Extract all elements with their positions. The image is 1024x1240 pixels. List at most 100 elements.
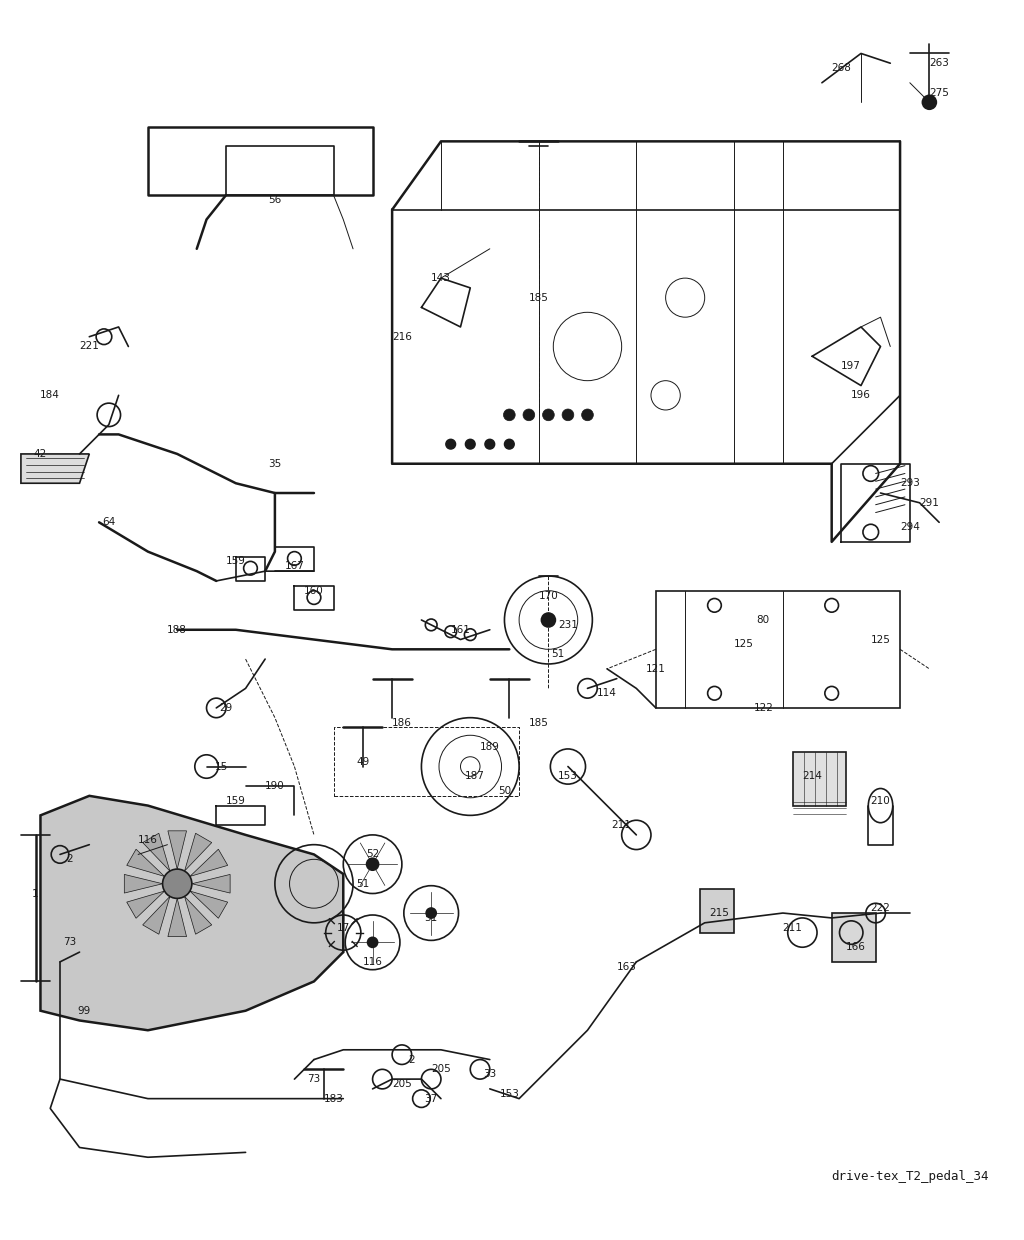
Text: 216: 216 [392, 332, 412, 342]
Text: 189: 189 [480, 742, 500, 751]
Text: 221: 221 [80, 341, 99, 351]
Polygon shape [20, 454, 89, 484]
Text: 37: 37 [425, 1094, 438, 1104]
Text: 214: 214 [802, 771, 822, 781]
Polygon shape [184, 897, 212, 934]
Text: 52: 52 [366, 849, 379, 859]
Polygon shape [124, 874, 163, 893]
Text: 183: 183 [324, 1094, 343, 1104]
Text: 186: 186 [392, 718, 412, 728]
Text: 99: 99 [78, 1006, 91, 1016]
Text: 51: 51 [425, 913, 438, 923]
Circle shape [523, 409, 535, 420]
Circle shape [366, 857, 380, 870]
Text: 56: 56 [268, 195, 282, 205]
Polygon shape [191, 874, 230, 893]
Text: 190: 190 [265, 781, 285, 791]
Bar [699, 889, 734, 932]
Text: 49: 49 [356, 756, 370, 766]
Text: 159: 159 [226, 557, 246, 567]
Text: 121: 121 [646, 663, 666, 673]
Text: 211: 211 [782, 923, 803, 932]
Circle shape [562, 409, 573, 420]
Text: 73: 73 [63, 937, 77, 947]
Polygon shape [41, 796, 343, 1030]
Text: 73: 73 [307, 1074, 321, 1084]
Text: 17: 17 [337, 923, 350, 932]
Text: 197: 197 [842, 361, 861, 371]
Circle shape [541, 613, 556, 627]
Text: 163: 163 [616, 962, 637, 972]
Text: drive-tex_T2_pedal_34: drive-tex_T2_pedal_34 [831, 1171, 989, 1183]
Text: 125: 125 [870, 635, 891, 645]
Text: 294: 294 [900, 522, 920, 532]
Text: 51: 51 [552, 650, 565, 660]
Text: 205: 205 [431, 1064, 451, 1074]
Circle shape [922, 94, 937, 110]
Text: 2: 2 [409, 1054, 415, 1065]
Polygon shape [168, 831, 186, 869]
Text: 64: 64 [102, 517, 116, 527]
Circle shape [505, 439, 514, 449]
Text: 185: 185 [528, 718, 549, 728]
Text: 205: 205 [392, 1079, 412, 1089]
Text: 291: 291 [920, 497, 939, 508]
Bar [831, 913, 876, 962]
Text: 161: 161 [451, 625, 470, 635]
Text: 170: 170 [539, 590, 558, 600]
Polygon shape [127, 849, 165, 877]
Circle shape [543, 409, 554, 420]
Text: 160: 160 [304, 585, 324, 595]
Polygon shape [184, 833, 212, 870]
Text: 263: 263 [929, 58, 949, 68]
Bar [793, 751, 847, 806]
Circle shape [485, 439, 495, 449]
Text: 143: 143 [431, 273, 451, 283]
Text: 268: 268 [831, 63, 851, 73]
Text: 51: 51 [356, 879, 370, 889]
Text: 222: 222 [870, 903, 891, 913]
Polygon shape [127, 892, 165, 919]
Polygon shape [142, 833, 170, 870]
Text: 15: 15 [215, 761, 227, 771]
Text: 184: 184 [40, 391, 60, 401]
Circle shape [582, 409, 593, 420]
Text: 80: 80 [757, 615, 770, 625]
Text: 196: 196 [851, 391, 871, 401]
Text: 210: 210 [870, 796, 891, 806]
Text: 293: 293 [900, 479, 920, 489]
Text: 153: 153 [558, 771, 578, 781]
Text: 1: 1 [33, 889, 39, 899]
Text: 50: 50 [498, 786, 511, 796]
Text: 114: 114 [597, 688, 616, 698]
Text: 125: 125 [734, 640, 754, 650]
Text: 167: 167 [285, 562, 304, 572]
Circle shape [445, 439, 456, 449]
Circle shape [504, 409, 515, 420]
Circle shape [367, 936, 379, 949]
Text: 159: 159 [226, 796, 246, 806]
Text: 187: 187 [465, 771, 485, 781]
Text: 42: 42 [34, 449, 47, 459]
Text: 153: 153 [500, 1089, 519, 1099]
Polygon shape [168, 899, 186, 936]
Text: 275: 275 [929, 88, 949, 98]
Circle shape [425, 908, 437, 919]
Text: 215: 215 [710, 908, 729, 918]
Text: 116: 116 [362, 957, 383, 967]
Text: 188: 188 [167, 625, 187, 635]
Text: 2: 2 [67, 854, 73, 864]
Text: 185: 185 [528, 293, 549, 303]
Circle shape [465, 439, 475, 449]
Text: 116: 116 [138, 835, 158, 844]
Text: 231: 231 [558, 620, 578, 630]
Polygon shape [189, 849, 227, 877]
Circle shape [163, 869, 191, 899]
Text: 211: 211 [611, 820, 632, 830]
Text: 33: 33 [483, 1069, 497, 1079]
Text: 29: 29 [219, 703, 232, 713]
Polygon shape [142, 897, 170, 934]
Polygon shape [189, 892, 227, 919]
Text: 166: 166 [846, 942, 866, 952]
Text: 122: 122 [754, 703, 773, 713]
